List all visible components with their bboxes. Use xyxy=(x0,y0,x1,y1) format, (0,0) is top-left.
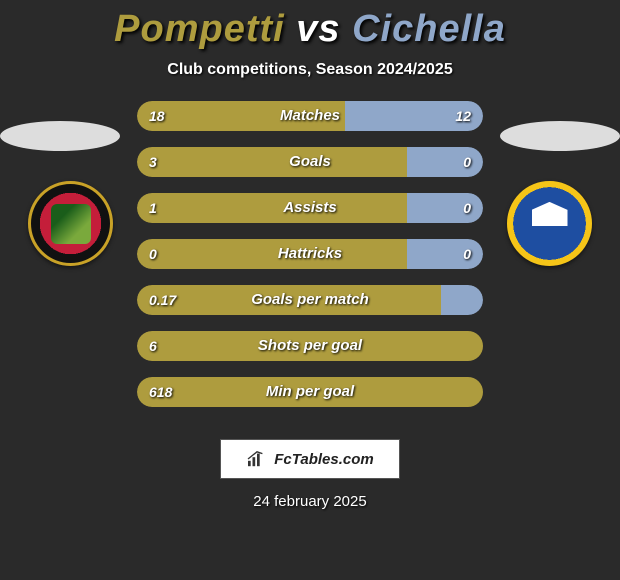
stat-label: Assists xyxy=(137,193,483,223)
stat-label: Matches xyxy=(137,101,483,131)
comparison-chart: Matches1812Goals30Assists10Hattricks00Go… xyxy=(0,101,620,421)
stat-value-right: 0 xyxy=(463,239,471,269)
stat-value-left: 618 xyxy=(149,377,172,407)
stat-row: Goals3 0 xyxy=(137,147,483,177)
stat-row: Matches18 12 xyxy=(137,101,483,131)
stat-value-left: 18 xyxy=(149,101,165,131)
stat-row: Min per goal618 xyxy=(137,377,483,407)
stat-value-left: 0 xyxy=(149,239,157,269)
comparison-title: Pompetti vs Cichella xyxy=(0,0,620,51)
stat-label: Goals per match xyxy=(137,285,483,315)
brand-text: FcTables.com xyxy=(274,451,373,468)
stat-label: Hattricks xyxy=(137,239,483,269)
stat-row: Hattricks0 0 xyxy=(137,239,483,269)
stat-value-left: 6 xyxy=(149,331,157,361)
player2-photo-placeholder xyxy=(500,121,620,151)
brand-badge[interactable]: FcTables.com xyxy=(220,439,400,479)
stat-label: Min per goal xyxy=(137,377,483,407)
player1-name: Pompetti xyxy=(114,8,285,50)
catanzaro-crest-icon xyxy=(28,181,113,266)
stat-label: Shots per goal xyxy=(137,331,483,361)
stat-row: Assists1 0 xyxy=(137,193,483,223)
player2-name: Cichella xyxy=(352,8,506,50)
stat-row: Goals per match0.17 xyxy=(137,285,483,315)
player2-club-badge xyxy=(507,181,592,266)
vs-text: vs xyxy=(285,8,352,50)
stat-value-left: 0.17 xyxy=(149,285,176,315)
player1-photo-placeholder xyxy=(0,121,120,151)
stat-value-left: 1 xyxy=(149,193,157,223)
stat-value-right: 12 xyxy=(455,101,471,131)
frosinone-crest-icon xyxy=(507,181,592,266)
player1-club-badge xyxy=(28,181,113,266)
stat-bars: Matches1812Goals30Assists10Hattricks00Go… xyxy=(137,101,483,423)
stat-value-left: 3 xyxy=(149,147,157,177)
snapshot-date: 24 february 2025 xyxy=(0,493,620,510)
stat-value-right: 0 xyxy=(463,193,471,223)
stat-value-right: 0 xyxy=(463,147,471,177)
fctables-logo-icon xyxy=(246,450,268,468)
stat-label: Goals xyxy=(137,147,483,177)
season-subtitle: Club competitions, Season 2024/2025 xyxy=(0,61,620,79)
stat-row: Shots per goal6 xyxy=(137,331,483,361)
